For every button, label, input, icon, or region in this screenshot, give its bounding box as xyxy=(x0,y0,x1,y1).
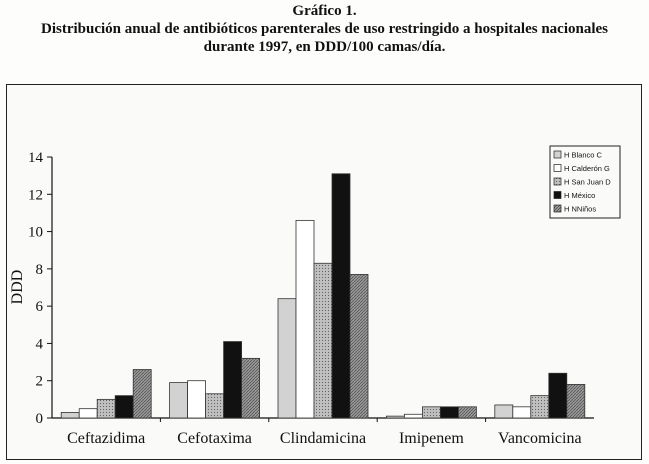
x-category-label: Imipenem xyxy=(399,430,464,447)
bar-imipenem-3 xyxy=(439,406,459,419)
bar-cefotaxima-0 xyxy=(169,382,189,419)
bars xyxy=(60,173,586,419)
bar-imipenem-0 xyxy=(385,415,405,419)
legend-label: H Blanco C xyxy=(564,151,603,160)
legend: H Blanco C H Calderón G H San Juan D H Méxi… xyxy=(549,145,621,219)
bar-ceftazidima-1 xyxy=(78,408,98,419)
bar-vancomicina-4 xyxy=(566,384,586,419)
y-tick-label: 0 xyxy=(36,411,44,427)
x-category-label: Clindamicina xyxy=(280,430,366,447)
y-tick-label: 4 xyxy=(36,336,44,352)
y-tick-label: 6 xyxy=(36,299,44,315)
legend-swatch xyxy=(553,191,562,199)
bar-ceftazidima-0 xyxy=(60,412,80,419)
bar-clindamicina-4 xyxy=(349,274,369,419)
bar-vancomicina-0 xyxy=(494,404,514,419)
chart-number: Gráfico 1. xyxy=(292,3,357,19)
legend-swatch xyxy=(553,150,562,159)
legend-label: H NNiños xyxy=(564,205,596,214)
legend-label: H San Juan D xyxy=(564,178,611,187)
bar-imipenem-2 xyxy=(421,406,441,419)
chart-heading: Gráfico 1. Distribución anual de antibió… xyxy=(0,2,649,56)
legend-label: H Calderón G xyxy=(564,164,610,173)
y-axis-label: DDD xyxy=(9,270,26,305)
bar-imipenem-4 xyxy=(457,406,477,419)
legend-swatch xyxy=(553,204,562,213)
bar-clindamicina-2 xyxy=(313,262,333,419)
y-tick-label: 14 xyxy=(28,150,44,166)
bar-imipenem-1 xyxy=(403,413,423,419)
bar-cefotaxima-4 xyxy=(241,357,261,419)
bar-cefotaxima-3 xyxy=(223,341,243,419)
bar-ceftazidima-4 xyxy=(132,369,152,419)
bar-ceftazidima-3 xyxy=(114,395,134,419)
bar-vancomicina-1 xyxy=(512,406,532,419)
bar-cefotaxima-2 xyxy=(205,393,225,419)
y-tick-label: 10 xyxy=(28,225,43,241)
bar-vancomicina-2 xyxy=(530,395,550,419)
y-tick-label: 12 xyxy=(28,187,43,203)
legend-box xyxy=(549,145,621,219)
legend-swatch xyxy=(553,164,562,172)
legend-label: H México xyxy=(564,191,595,200)
y-tick-label: 8 xyxy=(36,262,44,278)
bar-ceftazidima-2 xyxy=(96,398,116,419)
bar-vancomicina-3 xyxy=(548,372,568,419)
legend-swatch xyxy=(553,177,562,186)
x-category-label: Cefotaxima xyxy=(177,430,252,447)
chart-title: Distribución anual de antibióticos paren… xyxy=(41,21,608,55)
bar-clindamicina-3 xyxy=(331,173,351,419)
x-category-label: Vancomicina xyxy=(498,430,582,447)
bar-cefotaxima-1 xyxy=(187,380,207,419)
bar-clindamicina-0 xyxy=(277,298,297,419)
bar-clindamicina-1 xyxy=(295,219,315,419)
x-category-label: Ceftazidima xyxy=(67,430,145,447)
y-tick-label: 2 xyxy=(36,374,44,390)
